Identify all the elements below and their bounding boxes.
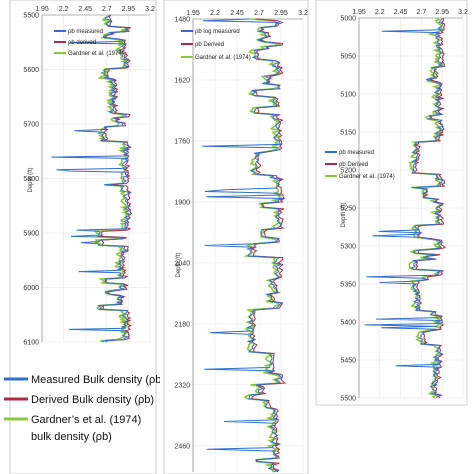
legend-measured-label: ρb measured xyxy=(339,150,374,156)
series-line-measured xyxy=(364,17,445,399)
y-tick-label: 5050 xyxy=(340,54,356,61)
chart-panel-3: 1.95 2.2 2.45 2.7 2.95 3.2 5000 5050 5100 5150 520… xyxy=(315,0,468,406)
x-tick-label: 2.95 xyxy=(122,6,136,13)
chart-panel-2: 1.95 2.2 2.45 2.7 2.95 3.2 1480 1620 1760 1900 204… xyxy=(163,0,309,474)
x-tick-label: 2.2 xyxy=(375,9,385,16)
y-tick-label: 2460 xyxy=(174,443,190,450)
y-tick-label: 5600 xyxy=(23,67,39,74)
legend-derived-label: ρb derived xyxy=(68,40,96,46)
outer-legend-gardner-label-1: Gardner’s et al. (1974) xyxy=(31,414,141,426)
chart-panel-1: 1.95 2.2 2.45 2.7 2.95 3.2 5500 5600 5700 5800 590… xyxy=(4,0,160,474)
legend-derived-label: ρb Derived xyxy=(339,162,368,168)
y-tick-label: 5400 xyxy=(340,320,356,327)
x-tick-label: 3.2 xyxy=(458,9,468,16)
x-tick-label: 1.95 xyxy=(35,6,49,13)
outer-legend: Measured Bulk density (ρb) Derived Bulk … xyxy=(4,374,160,443)
panel-2-frame xyxy=(163,0,309,474)
x-tick-label: 2.2 xyxy=(59,6,69,13)
panel-1-plot: 1.95 2.2 2.45 2.7 2.95 3.2 5500 5600 5700 5800 590… xyxy=(23,6,155,347)
legend-measured-label: ρb measured xyxy=(68,29,103,35)
panel-3-y-axis-label: Depth (ft) xyxy=(341,202,347,227)
legend-gardner-label: Gardner et al. (1974) xyxy=(195,55,251,61)
y-tick-label: 5500 xyxy=(340,396,356,403)
x-tick-label: 2.95 xyxy=(274,10,288,17)
x-tick-label: 2.45 xyxy=(78,6,92,13)
panel-3-frame xyxy=(315,0,468,406)
x-tick-label: 3.2 xyxy=(145,6,155,13)
x-tick-label: 2.45 xyxy=(394,9,408,16)
panel-2-y-axis-label: Depth (ft) xyxy=(176,252,182,277)
panel-1-y-axis-label: Depth (ft) xyxy=(28,167,34,192)
series-line-derived xyxy=(97,14,133,343)
panel-2-plot: 1.95 2.2 2.45 2.7 2.95 3.2 1480 1620 1760 1900 204… xyxy=(174,10,308,473)
y-tick-label: 5800 xyxy=(23,176,39,183)
panel-1-legend: ρb measured ρb derived Gardner et al. (1… xyxy=(54,29,124,57)
y-tick-label: 5700 xyxy=(23,122,39,129)
x-tick-label: 2.7 xyxy=(254,10,264,17)
y-tick-label: 1620 xyxy=(174,77,190,84)
y-tick-label: 2180 xyxy=(174,321,190,328)
y-tick-label: 2040 xyxy=(174,260,190,267)
y-tick-label: 5100 xyxy=(340,92,356,99)
panel-2-legend: ρb log measured ρb Derived Gardner et al… xyxy=(181,29,251,61)
outer-legend-derived-label: Derived Bulk density (ρb) xyxy=(31,394,154,406)
y-tick-label: 1760 xyxy=(174,138,190,145)
legend-measured-label: ρb log measured xyxy=(195,29,240,35)
y-tick-label: 5500 xyxy=(23,13,39,20)
outer-legend-measured-label: Measured Bulk density (ρb) xyxy=(31,374,160,386)
y-tick-label: 5000 xyxy=(340,16,356,23)
x-tick-label: 2.2 xyxy=(210,10,220,17)
legend-gardner-label: Gardner et al. (1974) xyxy=(68,51,124,57)
y-tick-label: 5150 xyxy=(340,130,356,137)
y-tick-label: 5300 xyxy=(340,244,356,251)
series-line-gardner xyxy=(243,18,285,473)
legend-derived-label: ρb Derived xyxy=(195,42,224,48)
y-tick-label: 1480 xyxy=(174,17,190,24)
y-tick-label: 5200 xyxy=(340,168,356,175)
x-tick-label: 3.2 xyxy=(298,10,308,17)
x-tick-label: 2.95 xyxy=(435,9,449,16)
panel-3-legend: ρb measured ρb Derived Gardner et al. (1… xyxy=(325,150,395,180)
series-line-derived xyxy=(414,17,446,399)
x-tick-label: 2.45 xyxy=(230,10,244,17)
legend-gardner-label: Gardner et al. (1974) xyxy=(339,174,395,180)
y-tick-label: 1900 xyxy=(174,199,190,206)
outer-legend-gardner-label-2: bulk density (ρb) xyxy=(31,431,112,443)
y-tick-label: 6000 xyxy=(23,285,39,292)
series-line-measured xyxy=(51,14,131,343)
x-tick-label: 2.7 xyxy=(102,6,112,13)
y-tick-label: 5250 xyxy=(340,206,356,213)
x-tick-label: 1.95 xyxy=(186,10,200,17)
y-tick-label: 6100 xyxy=(23,340,39,347)
y-tick-label: 2320 xyxy=(174,382,190,389)
y-tick-label: 5900 xyxy=(23,231,39,238)
x-tick-label: 2.7 xyxy=(417,9,427,16)
y-tick-label: 5450 xyxy=(340,358,356,365)
x-tick-label: 1.95 xyxy=(352,9,366,16)
y-tick-label: 5350 xyxy=(340,282,356,289)
series-line-derived xyxy=(250,18,287,473)
series-line-measured xyxy=(202,18,284,473)
panel-3-plot: 1.95 2.2 2.45 2.7 2.95 3.2 5000 5050 5100 5150 520… xyxy=(340,9,468,403)
